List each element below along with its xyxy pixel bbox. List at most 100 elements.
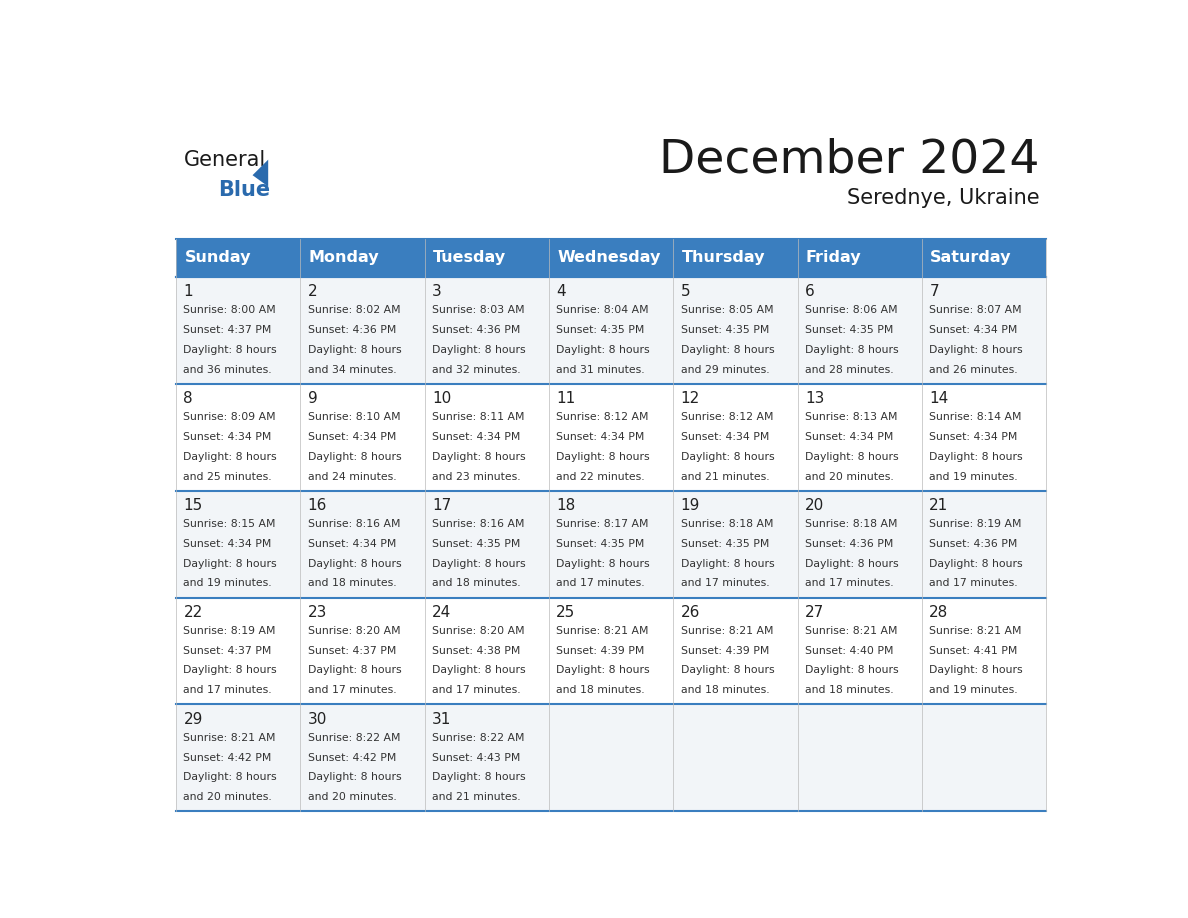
Text: Sunset: 4:42 PM: Sunset: 4:42 PM [308, 753, 396, 763]
Text: Sunset: 4:35 PM: Sunset: 4:35 PM [556, 325, 645, 335]
Bar [301, 704, 424, 812]
Text: 14: 14 [929, 391, 948, 406]
Text: Daylight: 8 hours: Daylight: 8 hours [432, 345, 526, 355]
Text: Daylight: 8 hours: Daylight: 8 hours [183, 666, 277, 676]
Text: Sunset: 4:34 PM: Sunset: 4:34 PM [805, 432, 893, 442]
Text: Sunset: 4:35 PM: Sunset: 4:35 PM [432, 539, 520, 549]
Text: Sunrise: 8:22 AM: Sunrise: 8:22 AM [308, 733, 400, 743]
Text: Sunset: 4:36 PM: Sunset: 4:36 PM [308, 325, 396, 335]
Text: Monday: Monday [309, 251, 379, 265]
Text: Sunrise: 8:18 AM: Sunrise: 8:18 AM [681, 519, 773, 529]
Text: 17: 17 [432, 498, 451, 513]
Text: Daylight: 8 hours: Daylight: 8 hours [805, 666, 898, 676]
Text: 24: 24 [432, 605, 451, 620]
Text: Sunset: 4:37 PM: Sunset: 4:37 PM [183, 645, 272, 655]
Text: Sunrise: 8:02 AM: Sunrise: 8:02 AM [308, 306, 400, 315]
Text: 7: 7 [929, 284, 939, 299]
Text: Sunset: 4:36 PM: Sunset: 4:36 PM [432, 325, 520, 335]
Text: 10: 10 [432, 391, 451, 406]
Text: Sunrise: 8:16 AM: Sunrise: 8:16 AM [432, 519, 525, 529]
Text: Serednye, Ukraine: Serednye, Ukraine [847, 188, 1040, 207]
Bar [549, 384, 674, 491]
Bar [176, 491, 301, 598]
Bar [922, 384, 1047, 491]
Text: Daylight: 8 hours: Daylight: 8 hours [929, 666, 1023, 676]
Text: Sunset: 4:39 PM: Sunset: 4:39 PM [681, 645, 769, 655]
Text: Daylight: 8 hours: Daylight: 8 hours [805, 452, 898, 462]
Bar [797, 277, 922, 384]
Text: Sunset: 4:37 PM: Sunset: 4:37 PM [308, 645, 396, 655]
Text: Sunrise: 8:10 AM: Sunrise: 8:10 AM [308, 412, 400, 422]
Bar [549, 598, 674, 704]
Text: Sunset: 4:34 PM: Sunset: 4:34 PM [308, 432, 396, 442]
Bar [674, 384, 797, 491]
Text: Sunrise: 8:21 AM: Sunrise: 8:21 AM [183, 733, 276, 743]
Text: 18: 18 [556, 498, 576, 513]
Text: Sunset: 4:35 PM: Sunset: 4:35 PM [681, 539, 769, 549]
Bar [301, 239, 424, 277]
Text: 25: 25 [556, 605, 576, 620]
Text: and 22 minutes.: and 22 minutes. [556, 472, 645, 482]
Text: 1: 1 [183, 284, 194, 299]
Text: Sunset: 4:34 PM: Sunset: 4:34 PM [308, 539, 396, 549]
Bar [922, 598, 1047, 704]
Text: Sunrise: 8:21 AM: Sunrise: 8:21 AM [556, 626, 649, 636]
Text: 19: 19 [681, 498, 700, 513]
Text: Sunrise: 8:12 AM: Sunrise: 8:12 AM [681, 412, 773, 422]
Text: Friday: Friday [805, 251, 861, 265]
Text: 28: 28 [929, 605, 948, 620]
Text: Wednesday: Wednesday [557, 251, 661, 265]
Text: Sunrise: 8:21 AM: Sunrise: 8:21 AM [805, 626, 897, 636]
Text: 6: 6 [805, 284, 815, 299]
Text: and 17 minutes.: and 17 minutes. [681, 578, 770, 588]
Text: and 18 minutes.: and 18 minutes. [432, 578, 520, 588]
Bar [922, 277, 1047, 384]
Text: 5: 5 [681, 284, 690, 299]
Text: Daylight: 8 hours: Daylight: 8 hours [308, 452, 402, 462]
Text: and 36 minutes.: and 36 minutes. [183, 364, 272, 375]
Text: Sunrise: 8:19 AM: Sunrise: 8:19 AM [183, 626, 276, 636]
Bar [176, 277, 301, 384]
Text: and 21 minutes.: and 21 minutes. [681, 472, 770, 482]
Text: Daylight: 8 hours: Daylight: 8 hours [805, 558, 898, 568]
Text: Sunrise: 8:16 AM: Sunrise: 8:16 AM [308, 519, 400, 529]
Text: Daylight: 8 hours: Daylight: 8 hours [929, 345, 1023, 355]
Text: Sunrise: 8:07 AM: Sunrise: 8:07 AM [929, 306, 1022, 315]
Text: December 2024: December 2024 [659, 137, 1040, 182]
Text: Sunset: 4:34 PM: Sunset: 4:34 PM [681, 432, 769, 442]
Text: and 17 minutes.: and 17 minutes. [308, 685, 397, 695]
Text: Sunrise: 8:20 AM: Sunrise: 8:20 AM [308, 626, 400, 636]
Bar [797, 598, 922, 704]
Text: and 28 minutes.: and 28 minutes. [805, 364, 893, 375]
Text: Daylight: 8 hours: Daylight: 8 hours [929, 558, 1023, 568]
Bar [797, 384, 922, 491]
Text: 26: 26 [681, 605, 700, 620]
Text: and 26 minutes.: and 26 minutes. [929, 364, 1018, 375]
Text: and 18 minutes.: and 18 minutes. [556, 685, 645, 695]
Bar [425, 277, 549, 384]
Text: and 18 minutes.: and 18 minutes. [681, 685, 770, 695]
Bar [674, 598, 797, 704]
Bar [549, 239, 674, 277]
Text: and 24 minutes.: and 24 minutes. [308, 472, 397, 482]
Text: 29: 29 [183, 711, 203, 726]
Text: 23: 23 [308, 605, 327, 620]
Bar [425, 704, 549, 812]
Text: 31: 31 [432, 711, 451, 726]
Bar [425, 598, 549, 704]
Text: and 18 minutes.: and 18 minutes. [805, 685, 893, 695]
Bar [922, 239, 1047, 277]
Text: and 29 minutes.: and 29 minutes. [681, 364, 770, 375]
Text: Daylight: 8 hours: Daylight: 8 hours [432, 772, 526, 782]
Text: Daylight: 8 hours: Daylight: 8 hours [556, 345, 650, 355]
Text: and 32 minutes.: and 32 minutes. [432, 364, 520, 375]
Text: 12: 12 [681, 391, 700, 406]
Bar [674, 239, 797, 277]
Text: and 19 minutes.: and 19 minutes. [183, 578, 272, 588]
Text: Sunrise: 8:04 AM: Sunrise: 8:04 AM [556, 306, 649, 315]
Text: and 19 minutes.: and 19 minutes. [929, 472, 1018, 482]
Text: and 23 minutes.: and 23 minutes. [432, 472, 520, 482]
Text: Sunrise: 8:22 AM: Sunrise: 8:22 AM [432, 733, 525, 743]
Text: 11: 11 [556, 391, 576, 406]
Text: Tuesday: Tuesday [432, 251, 506, 265]
